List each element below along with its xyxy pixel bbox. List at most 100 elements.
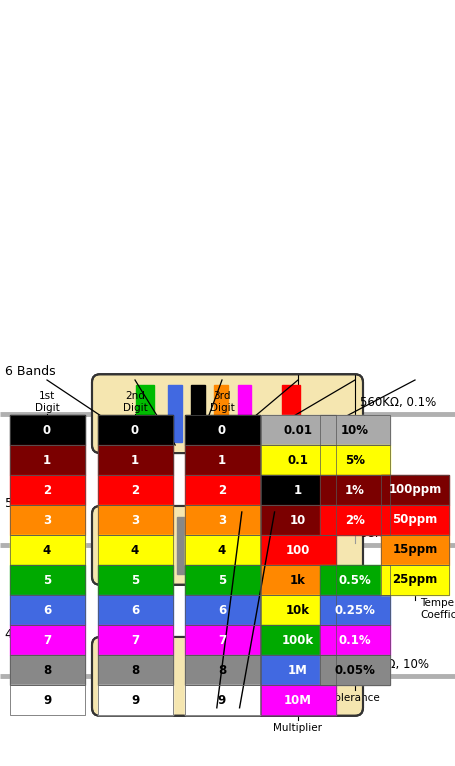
Bar bbox=[184, 595, 259, 625]
Text: 10k: 10k bbox=[286, 604, 310, 617]
Text: 1st
Digit: 1st Digit bbox=[35, 391, 59, 413]
Bar bbox=[232, 517, 247, 574]
Text: 2: 2 bbox=[43, 483, 51, 496]
Bar bbox=[10, 595, 85, 625]
Bar bbox=[261, 415, 335, 445]
Bar bbox=[184, 565, 259, 595]
Bar bbox=[320, 475, 390, 505]
Bar bbox=[10, 625, 85, 655]
Text: 8: 8 bbox=[43, 663, 51, 676]
Text: 9: 9 bbox=[218, 693, 226, 706]
Text: 6: 6 bbox=[43, 604, 51, 617]
Text: 0.05%: 0.05% bbox=[334, 663, 375, 676]
Bar bbox=[97, 625, 172, 655]
Text: 7: 7 bbox=[131, 633, 139, 647]
Bar bbox=[184, 415, 259, 445]
Bar bbox=[261, 625, 335, 655]
Bar bbox=[320, 565, 390, 595]
Text: 2%: 2% bbox=[345, 513, 365, 526]
Bar bbox=[10, 655, 85, 685]
Bar bbox=[97, 415, 172, 445]
Bar bbox=[320, 505, 390, 535]
Bar bbox=[97, 535, 172, 565]
Text: 15ppm: 15ppm bbox=[392, 544, 438, 557]
Text: Temperature
Coefficient: Temperature Coefficient bbox=[420, 598, 455, 620]
Bar bbox=[320, 595, 390, 625]
Bar bbox=[10, 445, 85, 475]
Bar bbox=[97, 475, 172, 505]
Text: 5%: 5% bbox=[345, 453, 365, 466]
Text: 3rd
Digit: 3rd Digit bbox=[210, 391, 234, 413]
Text: 4: 4 bbox=[218, 544, 226, 557]
Bar bbox=[381, 475, 449, 505]
Bar bbox=[261, 565, 335, 595]
Bar bbox=[184, 625, 259, 655]
Text: 5: 5 bbox=[131, 574, 139, 587]
Text: 3: 3 bbox=[131, 513, 139, 526]
Bar bbox=[184, 475, 259, 505]
FancyBboxPatch shape bbox=[92, 637, 363, 715]
Bar bbox=[168, 385, 182, 442]
Bar bbox=[261, 685, 335, 715]
Bar bbox=[320, 475, 390, 505]
Bar bbox=[261, 625, 335, 655]
Bar bbox=[10, 565, 85, 595]
Bar bbox=[10, 415, 85, 445]
Bar bbox=[97, 685, 172, 715]
Text: 100: 100 bbox=[286, 544, 310, 557]
Text: 1: 1 bbox=[131, 453, 139, 466]
Bar bbox=[184, 445, 259, 475]
Bar bbox=[97, 445, 172, 475]
Text: 0.1: 0.1 bbox=[288, 453, 308, 466]
Bar bbox=[261, 655, 335, 685]
Bar bbox=[184, 655, 259, 685]
Bar bbox=[184, 685, 259, 715]
Bar bbox=[320, 565, 390, 595]
Bar bbox=[177, 517, 192, 574]
Bar bbox=[191, 385, 205, 442]
Text: 4 Bands: 4 Bands bbox=[5, 628, 56, 641]
Bar bbox=[232, 648, 247, 705]
Text: 1: 1 bbox=[43, 453, 51, 466]
Text: 560KΩ, 0.1%: 560KΩ, 0.1% bbox=[360, 396, 436, 408]
Bar bbox=[320, 415, 390, 445]
Text: 6: 6 bbox=[218, 604, 226, 617]
Bar bbox=[320, 655, 390, 685]
Text: 5: 5 bbox=[43, 574, 51, 587]
Bar bbox=[184, 565, 259, 595]
Bar bbox=[97, 445, 172, 475]
Bar bbox=[136, 385, 154, 442]
Text: 3: 3 bbox=[218, 513, 226, 526]
Bar bbox=[97, 625, 172, 655]
Bar bbox=[184, 625, 259, 655]
Bar bbox=[238, 385, 251, 442]
Bar bbox=[261, 655, 335, 685]
Bar bbox=[381, 505, 449, 535]
Text: 10M: 10M bbox=[284, 693, 312, 706]
Bar bbox=[381, 565, 449, 595]
Bar bbox=[320, 655, 390, 685]
Bar bbox=[273, 648, 295, 705]
Text: 7: 7 bbox=[218, 633, 226, 647]
Bar bbox=[184, 595, 259, 625]
Bar bbox=[261, 565, 335, 595]
Text: 1k: 1k bbox=[290, 574, 306, 587]
Bar bbox=[261, 445, 335, 475]
Bar bbox=[320, 415, 390, 445]
Bar bbox=[261, 685, 335, 715]
Bar bbox=[10, 475, 85, 505]
Bar bbox=[381, 565, 449, 595]
Text: 0.01: 0.01 bbox=[283, 424, 313, 437]
Text: 1: 1 bbox=[294, 483, 302, 496]
Bar bbox=[209, 648, 224, 705]
Bar bbox=[10, 445, 85, 475]
Text: 100k: 100k bbox=[282, 633, 314, 647]
Bar bbox=[261, 595, 335, 625]
Text: 10: 10 bbox=[290, 513, 306, 526]
Text: 7: 7 bbox=[43, 633, 51, 647]
Bar bbox=[261, 505, 335, 535]
Bar bbox=[10, 685, 85, 715]
Bar bbox=[10, 685, 85, 715]
Bar bbox=[97, 565, 172, 595]
Bar bbox=[320, 625, 390, 655]
